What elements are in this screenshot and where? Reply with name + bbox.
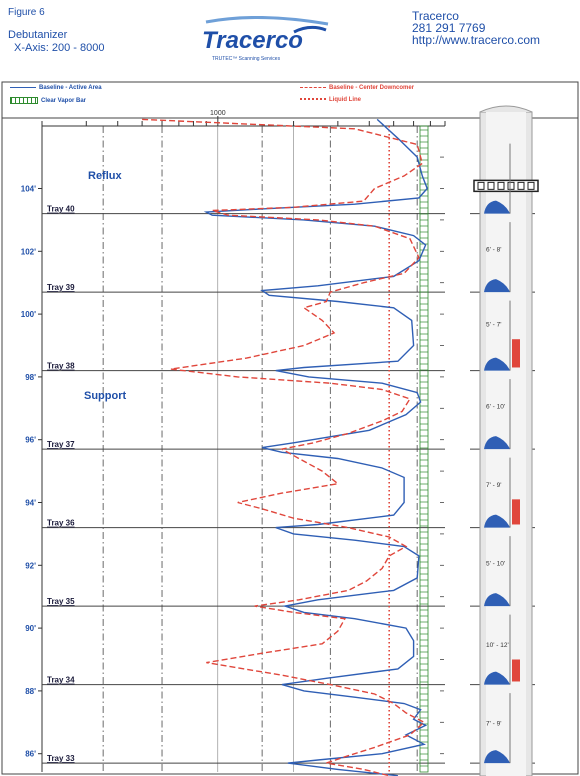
froth-blob <box>484 279 510 293</box>
legend-vapor: Clear Vapor Bar <box>10 97 86 104</box>
annotation-label: Support <box>84 390 126 402</box>
logo-wordmark: Tracerco <box>202 27 303 54</box>
scan-chart: 1000 86' 88' 90' 92' 94' 96' 98' 100' 102' 104' Tra… <box>1 81 579 776</box>
region-label: 5' - 7' <box>486 322 502 329</box>
distributor-slot <box>527 181 535 190</box>
y-tick-label: 104' <box>21 185 36 194</box>
legend-liquid: Liquid Line <box>300 97 361 103</box>
annotation-label: Reflux <box>88 170 123 182</box>
contact-phone: 281 291 7769 <box>412 21 486 35</box>
distributor-slot <box>477 181 485 190</box>
legend-active-swatch <box>10 86 36 88</box>
outer-frame <box>1 81 579 775</box>
tray-label: Tray 38 <box>47 362 75 371</box>
distributor-slot <box>517 181 525 190</box>
froth-blob <box>484 514 510 528</box>
chart-labels: 1000 86' 88' 90' 92' 94' 96' 98' 100' 102' 104' Tra… <box>21 110 226 763</box>
froth-blob <box>484 671 510 685</box>
contact-name: Tracerco <box>412 9 459 23</box>
y-tick-label: 92' <box>25 561 36 570</box>
tray-label: Tray 37 <box>47 440 75 449</box>
region-label: 6' - 10' <box>486 403 505 410</box>
series-active-area <box>203 118 429 776</box>
legend-liquid-swatch <box>300 98 326 101</box>
column-top <box>479 105 533 113</box>
downcomer-liquid-bar <box>512 659 520 682</box>
figure-header: Figure 6 Debutanizer X-Axis: 200 - 8000 <box>8 6 188 76</box>
y-tick-label: 96' <box>25 436 36 445</box>
logo-subtitle: TRUTEC™ Scanning Services <box>212 56 281 62</box>
tray-label: Tray 39 <box>47 283 75 292</box>
chart-series <box>142 118 429 776</box>
vapor-bar-outline <box>419 125 429 773</box>
tray-label: Tray 35 <box>47 597 75 606</box>
downcomer-liquid-bar <box>512 339 520 368</box>
y-tick-label: 94' <box>25 499 36 508</box>
y-tick-label: 100' <box>21 310 36 319</box>
series-center-downcomer <box>142 118 426 776</box>
legend-vapor-swatch <box>10 97 38 104</box>
y-tick-label: 86' <box>25 750 36 759</box>
tracerco-logo: Tracerco TRUTEC™ Scanning Services <box>198 15 338 66</box>
froth-blob <box>484 436 510 450</box>
figure-number: Figure 6 <box>8 7 45 18</box>
downcomer-liquid-bar <box>512 499 520 525</box>
tray-label: Tray 34 <box>47 676 75 685</box>
column-diagram: 6' - 8' 5' - 7' 6' - 10' 7' - 9' 5' - 10' 10'… <box>473 105 539 776</box>
distributor-slot <box>507 181 515 190</box>
contact-url[interactable]: http://www.tracerco.com <box>412 33 541 47</box>
contact-block: Tracerco 281 291 7769 http://www.tracerc… <box>412 10 540 46</box>
y-tick-label: 98' <box>25 373 36 382</box>
region-label: 5' - 10' <box>486 560 505 567</box>
y-tick-label: 88' <box>25 687 36 696</box>
legend-downcomer-swatch <box>300 86 326 88</box>
froth-blob <box>484 357 510 371</box>
x-axis-range: X-Axis: 200 - 8000 <box>14 42 105 54</box>
froth-blob <box>484 593 510 607</box>
distributor <box>473 179 539 193</box>
distributor-slot <box>487 181 495 190</box>
legend-active: Baseline - Active Area <box>10 85 102 91</box>
y-tick-label: 102' <box>21 247 36 256</box>
tray-label: Tray 40 <box>47 205 75 214</box>
froth-blob <box>484 750 510 764</box>
distributor-slot <box>497 181 505 190</box>
tray-lines <box>42 213 535 764</box>
region-label: 7' - 9' <box>486 482 502 489</box>
tray-label: Tray 33 <box>47 754 75 763</box>
region-label: 6' - 8' <box>486 246 502 253</box>
region-label: 10' - 12' <box>486 642 509 649</box>
region-label: 7' - 9' <box>486 720 502 727</box>
tray-label: Tray 36 <box>47 519 75 528</box>
vapor-bar <box>419 125 429 773</box>
froth-blob <box>484 200 510 214</box>
vessel-title: Debutanizer <box>8 29 68 41</box>
x-tick-label: 1000 <box>210 110 226 117</box>
legend-downcomer: Baseline - Center Downcomer <box>300 85 414 91</box>
y-tick-label: 90' <box>25 624 36 633</box>
